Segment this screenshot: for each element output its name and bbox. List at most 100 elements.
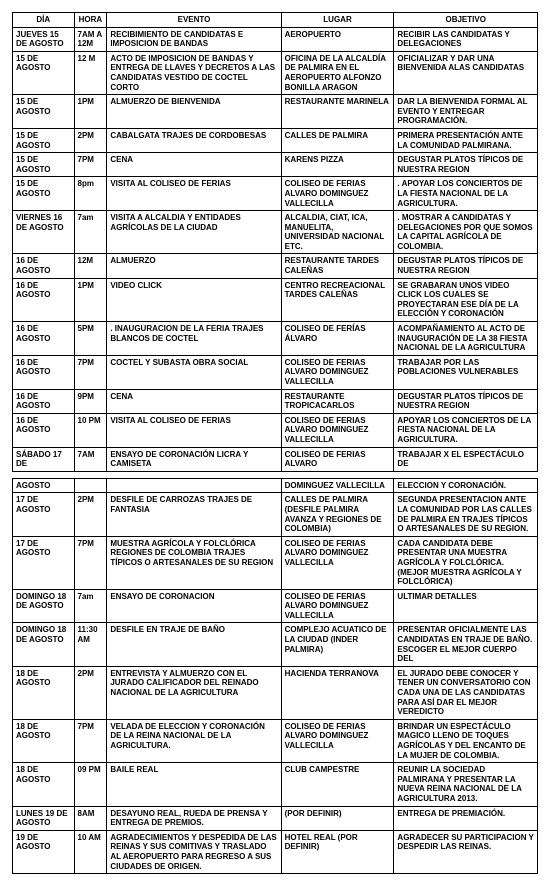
cell-evento: RECIBIMIENTO DE CANDIDATAS E IMPOSICION … bbox=[107, 27, 281, 51]
cell-dia: 17 DE AGOSTO bbox=[13, 536, 75, 589]
cell-hora: 8pm bbox=[74, 177, 107, 211]
cell-dia: 15 DE AGOSTO bbox=[13, 51, 75, 94]
cell-objetivo: TRABAJAR X EL ESPECTÁCULO DE bbox=[394, 447, 538, 471]
table-row: 16 DE AGOSTO7PMCOCTEL Y SUBASTA OBRA SOC… bbox=[13, 355, 538, 389]
table-row: VIERNES 16 DE AGOSTO7amVISITA A ALCALDIA… bbox=[13, 211, 538, 254]
cell-objetivo: ENTREGA DE PREMIACIÓN. bbox=[394, 806, 538, 830]
header-objetivo: OBJETIVO bbox=[394, 13, 538, 28]
table-row: 18 DE AGOSTO2PMENTREVISTA Y ALMUERZO CON… bbox=[13, 666, 538, 719]
cell-lugar: HACIENDA TERRANOVA bbox=[281, 666, 394, 719]
cell-evento: VISITA A ALCALDIA Y ENTIDADES AGRÍCOLAS … bbox=[107, 211, 281, 254]
table-row: 15 DE AGOSTO8pmVISITA AL COLISEO DE FERI… bbox=[13, 177, 538, 211]
cell-hora: 12 M bbox=[74, 51, 107, 94]
cell-lugar: CALLES DE PALMIRA bbox=[281, 128, 394, 152]
cell-objetivo: EL JURADO DEBE CONOCER Y TENER UN CONVER… bbox=[394, 666, 538, 719]
cell-dia: 16 DE AGOSTO bbox=[13, 413, 75, 447]
cell-objetivo: CADA CANDIDATA DEBE PRESENTAR UNA MUESTR… bbox=[394, 536, 538, 589]
header-lugar: LUGAR bbox=[281, 13, 394, 28]
cell-hora: 7AM A 12M bbox=[74, 27, 107, 51]
cell-evento: COCTEL Y SUBASTA OBRA SOCIAL bbox=[107, 355, 281, 389]
table-row: 15 DE AGOSTO7PMCENAKARENS PIZZADEGUSTAR … bbox=[13, 153, 538, 177]
cell-lugar: COLISEO DE FERIAS ALVARO DOMINGUEZ VALLE… bbox=[281, 589, 394, 623]
cell-hora: 7am bbox=[74, 589, 107, 623]
cell-lugar: COLISEO DE FERIAS ALVARO DOMINGUEZ VALLE… bbox=[281, 536, 394, 589]
cell-lugar: COLISEO DE FERÍAS ÁLVARO bbox=[281, 322, 394, 356]
schedule-table-2: AGOSTODOMINGUEZ VALLECILLAELECCION Y COR… bbox=[12, 478, 538, 874]
cell-hora bbox=[74, 478, 107, 493]
cell-lugar: COLISEO DE FERIAS ALVARO DOMINGUEZ VALLE… bbox=[281, 719, 394, 762]
header-hora: HORA bbox=[74, 13, 107, 28]
cell-dia: 16 DE AGOSTO bbox=[13, 254, 75, 278]
table-row: 17 DE AGOSTO2PMDESFILE DE CARROZAS TRAJE… bbox=[13, 493, 538, 536]
cell-hora: 11:30 AM bbox=[74, 623, 107, 666]
cell-hora: 1PM bbox=[74, 278, 107, 321]
table-row: 16 DE AGOSTO12MALMUERZORESTAURANTE TARDE… bbox=[13, 254, 538, 278]
cell-lugar: COLISEO DE FERIAS ALVARO DOMINGUEZ VALLE… bbox=[281, 413, 394, 447]
cell-evento: ALMUERZO DE BIENVENIDA bbox=[107, 95, 281, 129]
cell-dia: 16 DE AGOSTO bbox=[13, 389, 75, 413]
cell-objetivo: TRABAJAR POR LAS POBLACIONES VULNERABLES bbox=[394, 355, 538, 389]
cell-objetivo: ACOMPAÑAMIENTO AL ACTO DE INAUGURACIÓN D… bbox=[394, 322, 538, 356]
cell-lugar: DOMINGUEZ VALLECILLA bbox=[281, 478, 394, 493]
cell-objetivo: DEGUSTAR PLATOS TÍPICOS DE NUESTRA REGIO… bbox=[394, 254, 538, 278]
cell-dia: 18 DE AGOSTO bbox=[13, 666, 75, 719]
table-row: AGOSTODOMINGUEZ VALLECILLAELECCION Y COR… bbox=[13, 478, 538, 493]
cell-objetivo: . APOYAR LOS CONCIERTOS DE LA FIESTA NAC… bbox=[394, 177, 538, 211]
cell-dia: 17 DE AGOSTO bbox=[13, 493, 75, 536]
cell-lugar: RESTAURANTE MARINELA bbox=[281, 95, 394, 129]
cell-hora: 5PM bbox=[74, 322, 107, 356]
cell-objetivo: ELECCION Y CORONACIÓN. bbox=[394, 478, 538, 493]
cell-evento: CABALGATA TRAJES DE CORDOBESAS bbox=[107, 128, 281, 152]
cell-lugar: RESTAURANTE TROPICACARLOS bbox=[281, 389, 394, 413]
table-row: 15 DE AGOSTO2PMCABALGATA TRAJES DE CORDO… bbox=[13, 128, 538, 152]
cell-lugar: KARENS PIZZA bbox=[281, 153, 394, 177]
cell-dia: LUNES 19 DE AGOSTO bbox=[13, 806, 75, 830]
cell-objetivo: PRESENTAR OFICIALMENTE LAS CANDIDATAS EN… bbox=[394, 623, 538, 666]
cell-dia: 16 DE AGOSTO bbox=[13, 278, 75, 321]
cell-objetivo: SE GRABARAN UNOS VIDEO CLICK LOS CUALES … bbox=[394, 278, 538, 321]
cell-dia: 15 DE AGOSTO bbox=[13, 153, 75, 177]
cell-objetivo: SEGUNDA PRESENTACION ANTE LA COMUNIDAD P… bbox=[394, 493, 538, 536]
cell-evento: ACTO DE IMPOSICION DE BANDAS Y ENTREGA D… bbox=[107, 51, 281, 94]
cell-dia: VIERNES 16 DE AGOSTO bbox=[13, 211, 75, 254]
cell-evento: ENSAYO DE CORONACION bbox=[107, 589, 281, 623]
cell-dia: 15 DE AGOSTO bbox=[13, 95, 75, 129]
cell-evento: VELADA DE ELECCION Y CORONACIÓN DE LA RE… bbox=[107, 719, 281, 762]
schedule-table-1: DÍA HORA EVENTO LUGAR OBJETIVO JUEVES 15… bbox=[12, 12, 538, 472]
table-row: 15 DE AGOSTO12 MACTO DE IMPOSICION DE BA… bbox=[13, 51, 538, 94]
cell-dia: DOMINGO 18 DE AGOSTO bbox=[13, 623, 75, 666]
table-row: 16 DE AGOSTO9PMCENARESTAURANTE TROPICACA… bbox=[13, 389, 538, 413]
cell-hora: 12M bbox=[74, 254, 107, 278]
cell-evento: ALMUERZO bbox=[107, 254, 281, 278]
cell-objetivo: . MOSTRAR A CANDIDATAS Y DELEGACIONES PO… bbox=[394, 211, 538, 254]
cell-evento: DESAYUNO REAL, RUEDA DE PRENSA Y ENTREGA… bbox=[107, 806, 281, 830]
cell-hora: 8AM bbox=[74, 806, 107, 830]
cell-objetivo: DEGUSTAR PLATOS TÍPICOS DE NUESTRA REGIO… bbox=[394, 389, 538, 413]
cell-objetivo: OFICIALIZAR Y DAR UNA BIENVENIDA ALAS CA… bbox=[394, 51, 538, 94]
cell-evento: VISITA AL COLISEO DE FERIAS bbox=[107, 413, 281, 447]
cell-evento: BAILE REAL bbox=[107, 763, 281, 806]
cell-evento: CENA bbox=[107, 389, 281, 413]
cell-hora: 7PM bbox=[74, 536, 107, 589]
cell-objetivo: DAR LA BIENVENIDA FORMAL AL EVENTO Y ENT… bbox=[394, 95, 538, 129]
cell-evento: CENA bbox=[107, 153, 281, 177]
cell-objetivo: ULTIMAR DETALLES bbox=[394, 589, 538, 623]
cell-objetivo: APOYAR LOS CONCIERTOS DE LA FIESTA NACIO… bbox=[394, 413, 538, 447]
cell-hora: 7AM bbox=[74, 447, 107, 471]
cell-evento: MUESTRA AGRÍCOLA Y FOLCLÓRICA REGIONES D… bbox=[107, 536, 281, 589]
cell-lugar: CALLES DE PALMIRA (DESFILE PALMIRA AVANZ… bbox=[281, 493, 394, 536]
cell-hora: 09 PM bbox=[74, 763, 107, 806]
cell-dia: 16 DE AGOSTO bbox=[13, 322, 75, 356]
cell-objetivo: PRIMERA PRESENTACIÓN ANTE LA COMUNIDAD P… bbox=[394, 128, 538, 152]
cell-hora: 7PM bbox=[74, 355, 107, 389]
cell-dia: 15 DE AGOSTO bbox=[13, 177, 75, 211]
table-row: SÁBADO 17 DE7AMENSAYO DE CORONACIÓN LICR… bbox=[13, 447, 538, 471]
header-row: DÍA HORA EVENTO LUGAR OBJETIVO bbox=[13, 13, 538, 28]
cell-evento: DESFILE EN TRAJE DE BAÑO bbox=[107, 623, 281, 666]
cell-lugar: COLISEO DE FERIAS ALVARO DOMINGUEZ VALLE… bbox=[281, 355, 394, 389]
cell-evento: VIDEO CLICK bbox=[107, 278, 281, 321]
cell-lugar: COLISEO DE FERIAS ALVARO bbox=[281, 447, 394, 471]
cell-evento: VISITA AL COLISEO DE FERIAS bbox=[107, 177, 281, 211]
cell-lugar: AEROPUERTO bbox=[281, 27, 394, 51]
table-row: 16 DE AGOSTO5PM. INAUGURACION DE LA FERI… bbox=[13, 322, 538, 356]
